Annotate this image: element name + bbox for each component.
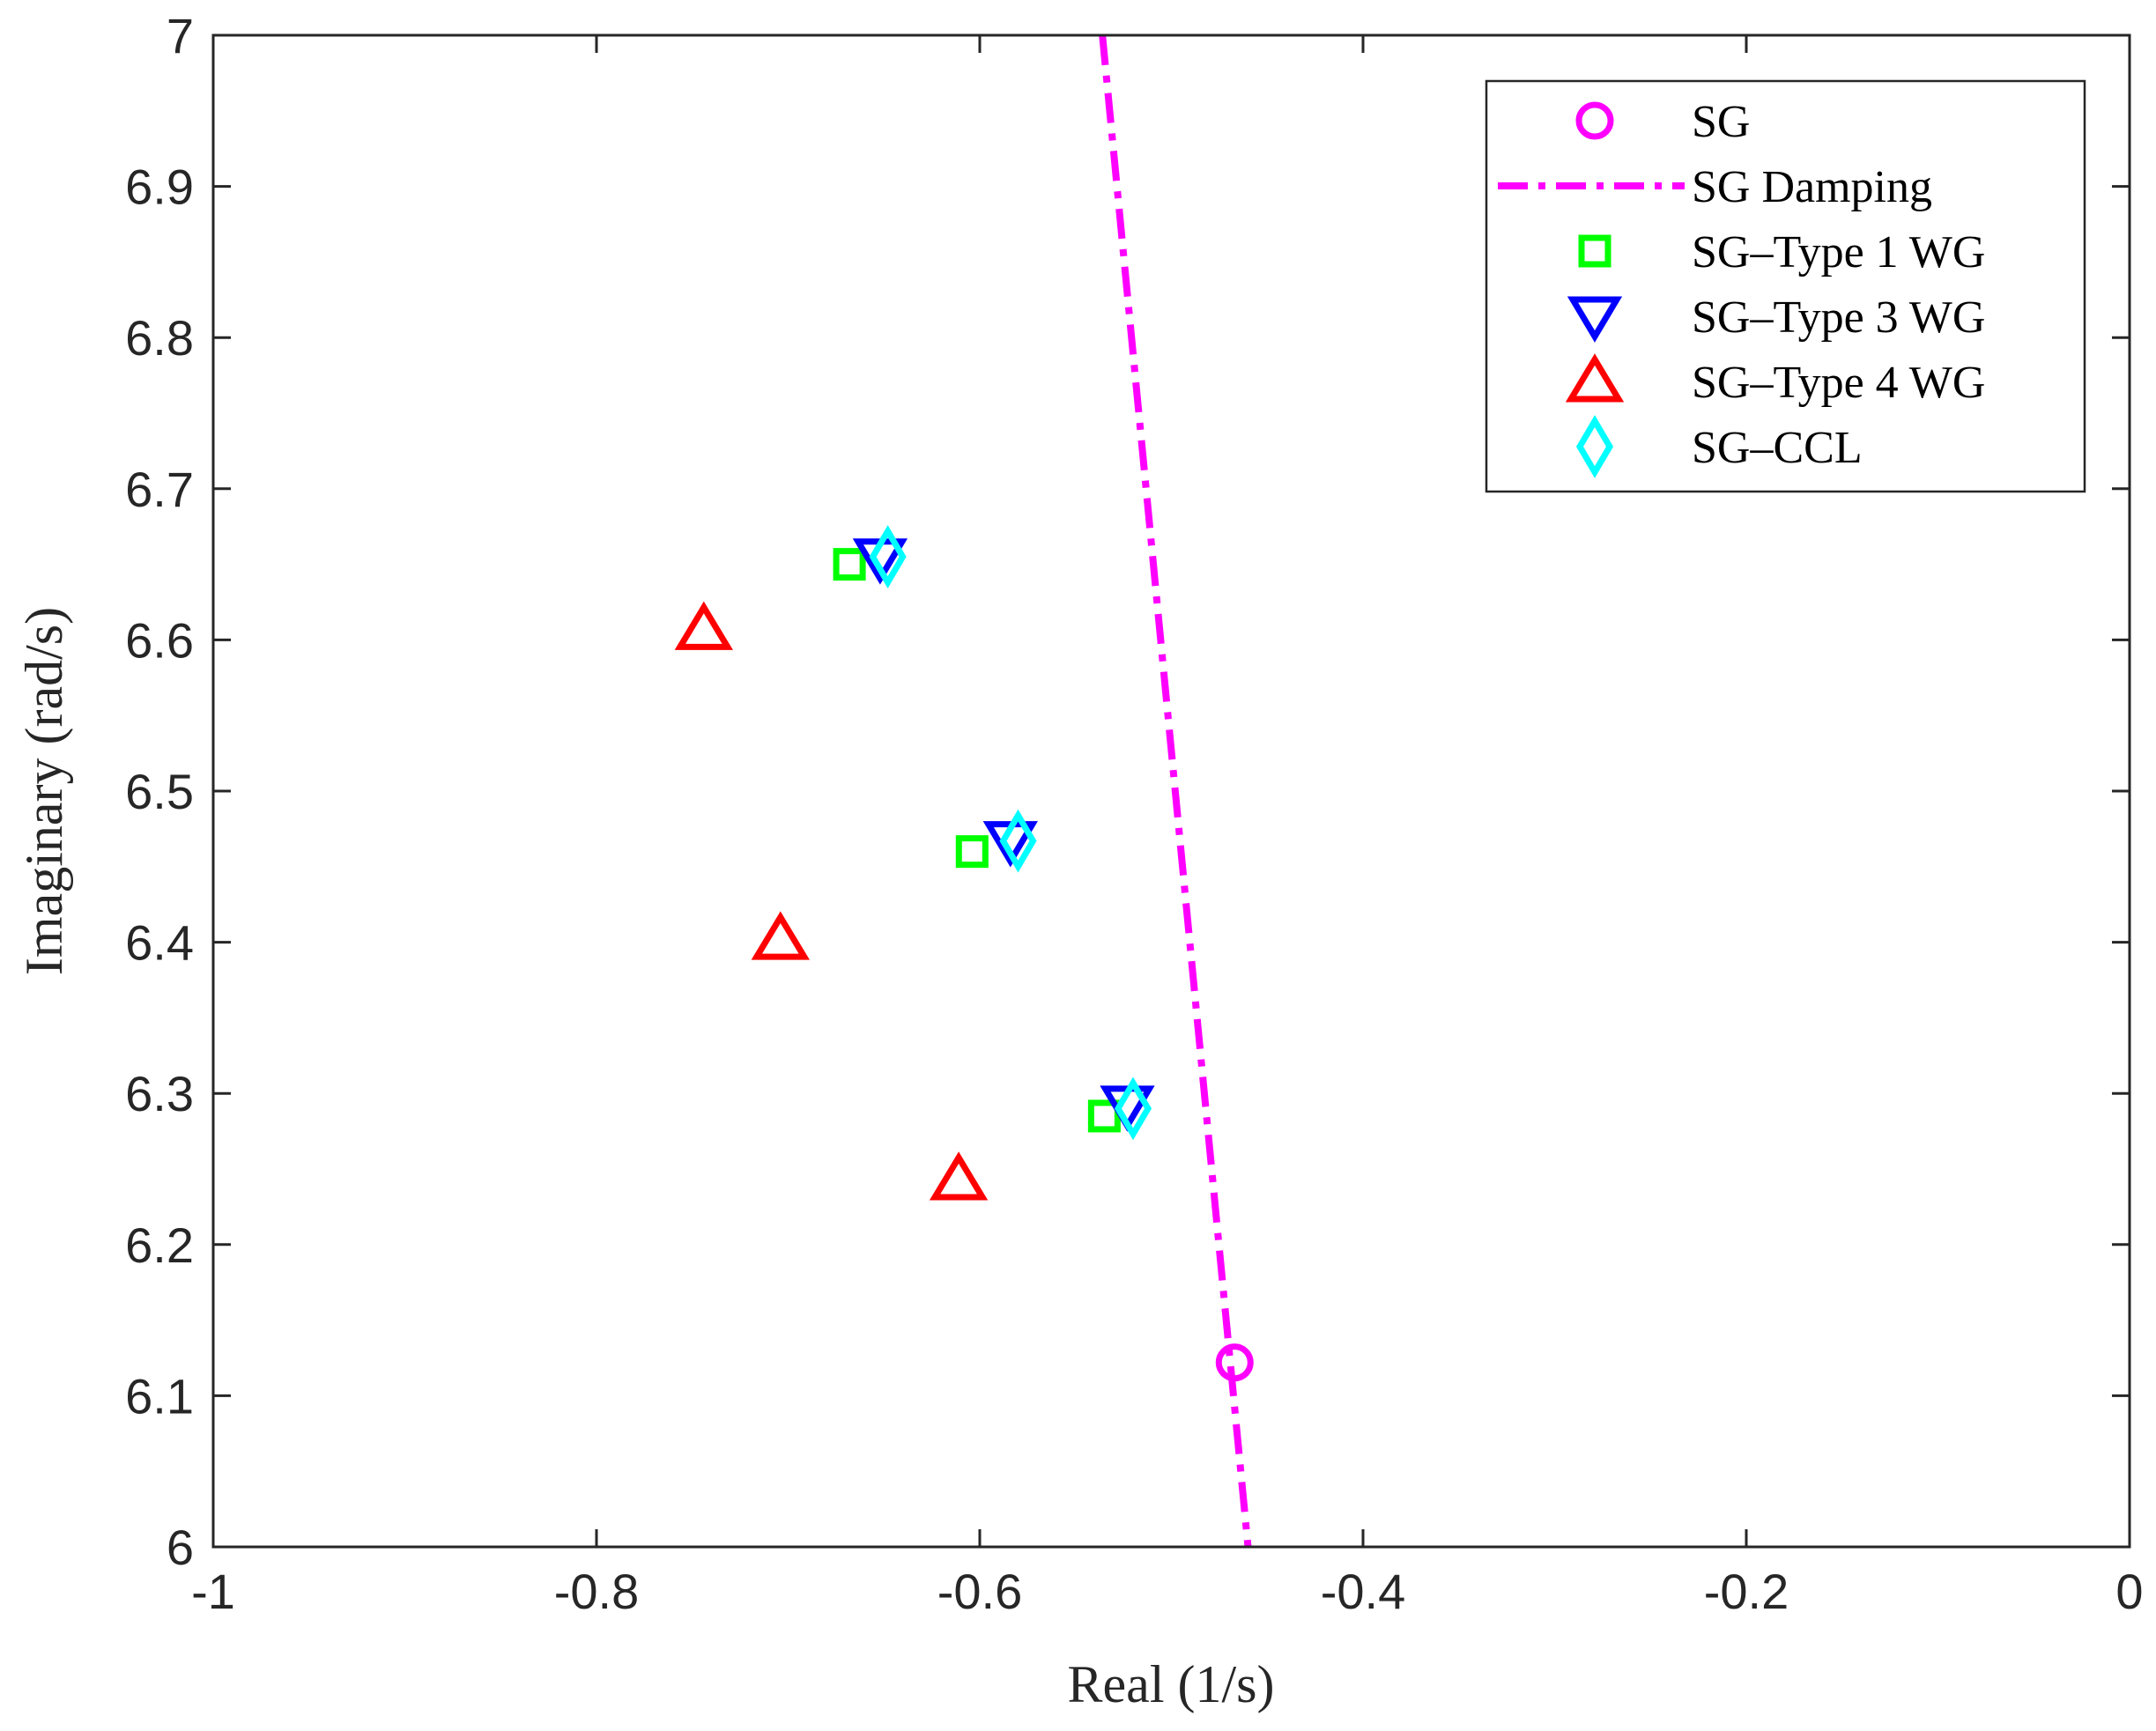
x-axis-title: Real (1/s) — [1068, 1655, 1275, 1713]
data-point-sg-ccl-3 — [1114, 1076, 1152, 1141]
legend-marker-sg-type-1-wg — [1578, 234, 1611, 268]
x-tick-label: -0.2 — [1704, 1564, 1789, 1619]
series-line-sg-damping — [1099, 34, 1252, 1548]
legend-marker-sg — [1575, 101, 1614, 140]
data-point-sg-type-1-wg-1 — [833, 548, 866, 581]
legend-marker-sg-type-3-wg — [1567, 296, 1623, 343]
ticks-layer: -1 -0.8 -0.6 -0.4 -0.2 0 6 6.1 6.2 6.3 6.4 6.5 6.6 6.… — [125, 8, 2143, 1619]
legend-label-sg-type-3-wg: SG–Type 3 WG — [1692, 292, 1985, 343]
y-tick-label: 6.7 — [125, 462, 194, 517]
legend-label-sg-type-1-wg: SG–Type 1 WG — [1692, 227, 1985, 277]
legend-label-sg-type-4-wg: SG–Type 4 WG — [1692, 358, 1985, 408]
legend: SG SG Damping SG–Type 1 WG SG–Type 3 WG SG–T… — [1485, 79, 2086, 493]
x-tick-label: -0.8 — [554, 1564, 640, 1619]
x-tick-label: -1 — [191, 1564, 235, 1619]
y-tick-label: 6.4 — [125, 915, 194, 971]
data-point-sg-type-1-wg-3 — [1087, 1099, 1121, 1133]
legend-marker-sg-ccl — [1575, 415, 1614, 478]
data-point-sg-ccl-2 — [999, 809, 1037, 873]
data-point-sg-type-1-wg-2 — [955, 835, 989, 869]
legend-box — [1485, 79, 2086, 493]
y-tick-label: 6.1 — [125, 1368, 194, 1424]
legend-label-sg: SG — [1692, 97, 1750, 147]
y-tick-label: 6.9 — [125, 159, 194, 215]
data-point-sg-type-4-wg-1 — [674, 601, 733, 650]
legend-label-sg-ccl: SG–CCL — [1692, 423, 1863, 473]
legend-label-sg-damping: SG Damping — [1692, 162, 1932, 212]
y-axis-title: Imaginary (rad/s) — [15, 607, 73, 975]
y-tick-label: 6.8 — [125, 310, 194, 366]
y-tick-label: 7 — [167, 8, 194, 63]
legend-entries: SG SG Damping SG–Type 1 WG SG–Type 3 WG SG–T… — [1498, 97, 1985, 478]
x-tick-label: 0 — [2115, 1564, 2143, 1619]
data-point-sg-type-4-wg-2 — [751, 911, 810, 960]
data-point-sg-ccl-1 — [869, 525, 907, 588]
y-tick-label: 6.6 — [125, 612, 194, 668]
x-tick-label: -0.4 — [1321, 1564, 1406, 1619]
y-tick-label: 6.3 — [125, 1066, 194, 1121]
y-tick-label: 6 — [167, 1520, 194, 1575]
x-tick-label: -0.6 — [937, 1564, 1023, 1619]
y-tick-label: 6.5 — [125, 764, 194, 819]
marks-layer — [674, 34, 1254, 1548]
data-point-sg-1 — [1215, 1343, 1254, 1382]
y-tick-label: 6.2 — [125, 1217, 194, 1273]
legend-marker-sg-type-4-wg — [1565, 353, 1625, 403]
data-point-sg-type-4-wg-3 — [929, 1151, 989, 1201]
